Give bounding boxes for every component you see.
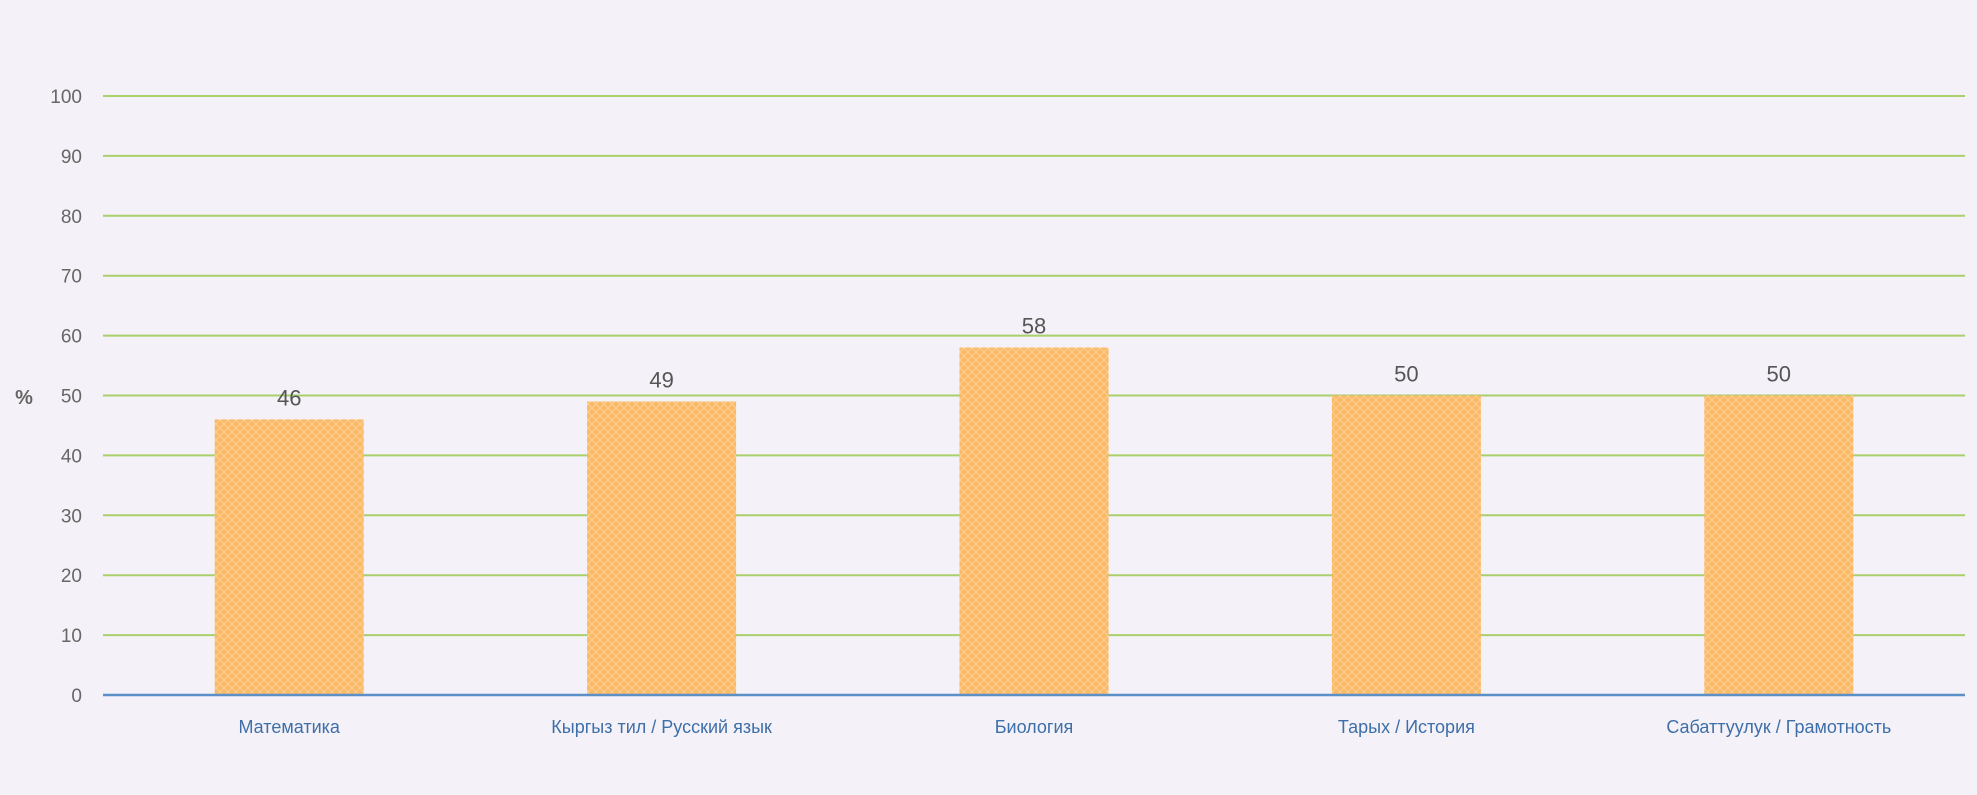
y-tick-label: 100 xyxy=(50,87,82,108)
data-label: 46 xyxy=(277,385,301,410)
data-label: 58 xyxy=(1022,314,1046,339)
y-tick-label: 30 xyxy=(61,506,82,527)
y-tick-label: 60 xyxy=(61,327,82,348)
y-tick-label: 70 xyxy=(61,267,82,288)
bar xyxy=(1331,395,1481,695)
y-tick-label: 90 xyxy=(61,147,82,168)
data-label: 50 xyxy=(1767,362,1791,387)
category-label: Тарых / История xyxy=(1338,717,1475,737)
y-tick-label: 80 xyxy=(61,207,82,228)
y-tick-label: 0 xyxy=(71,686,82,707)
bar xyxy=(214,419,364,695)
bar xyxy=(1704,395,1854,695)
bar xyxy=(959,347,1109,695)
y-tick-label: 20 xyxy=(61,566,82,587)
category-label: Математика xyxy=(238,717,340,737)
category-label: Биология xyxy=(995,717,1074,737)
category-label: Кыргыз тил / Русский язык xyxy=(551,717,772,737)
data-label: 50 xyxy=(1394,362,1418,387)
category-labels: Математика Кыргыз тил / Русский язык Биоло… xyxy=(238,717,1891,737)
bar xyxy=(587,401,737,695)
y-tick-label: 40 xyxy=(61,446,82,467)
y-tick-label: 10 xyxy=(61,626,82,647)
data-labels: 46 49 58 50 50 xyxy=(277,314,1791,411)
data-label: 49 xyxy=(649,367,673,392)
y-tick-labels: 0 10 20 30 40 50 60 70 80 90 100 xyxy=(50,87,82,707)
category-label: Сабаттуулук / Грамотность xyxy=(1666,717,1891,737)
bars xyxy=(214,347,1854,695)
y-tick-label: 50 xyxy=(61,387,82,408)
y-axis-label: % xyxy=(15,387,33,409)
